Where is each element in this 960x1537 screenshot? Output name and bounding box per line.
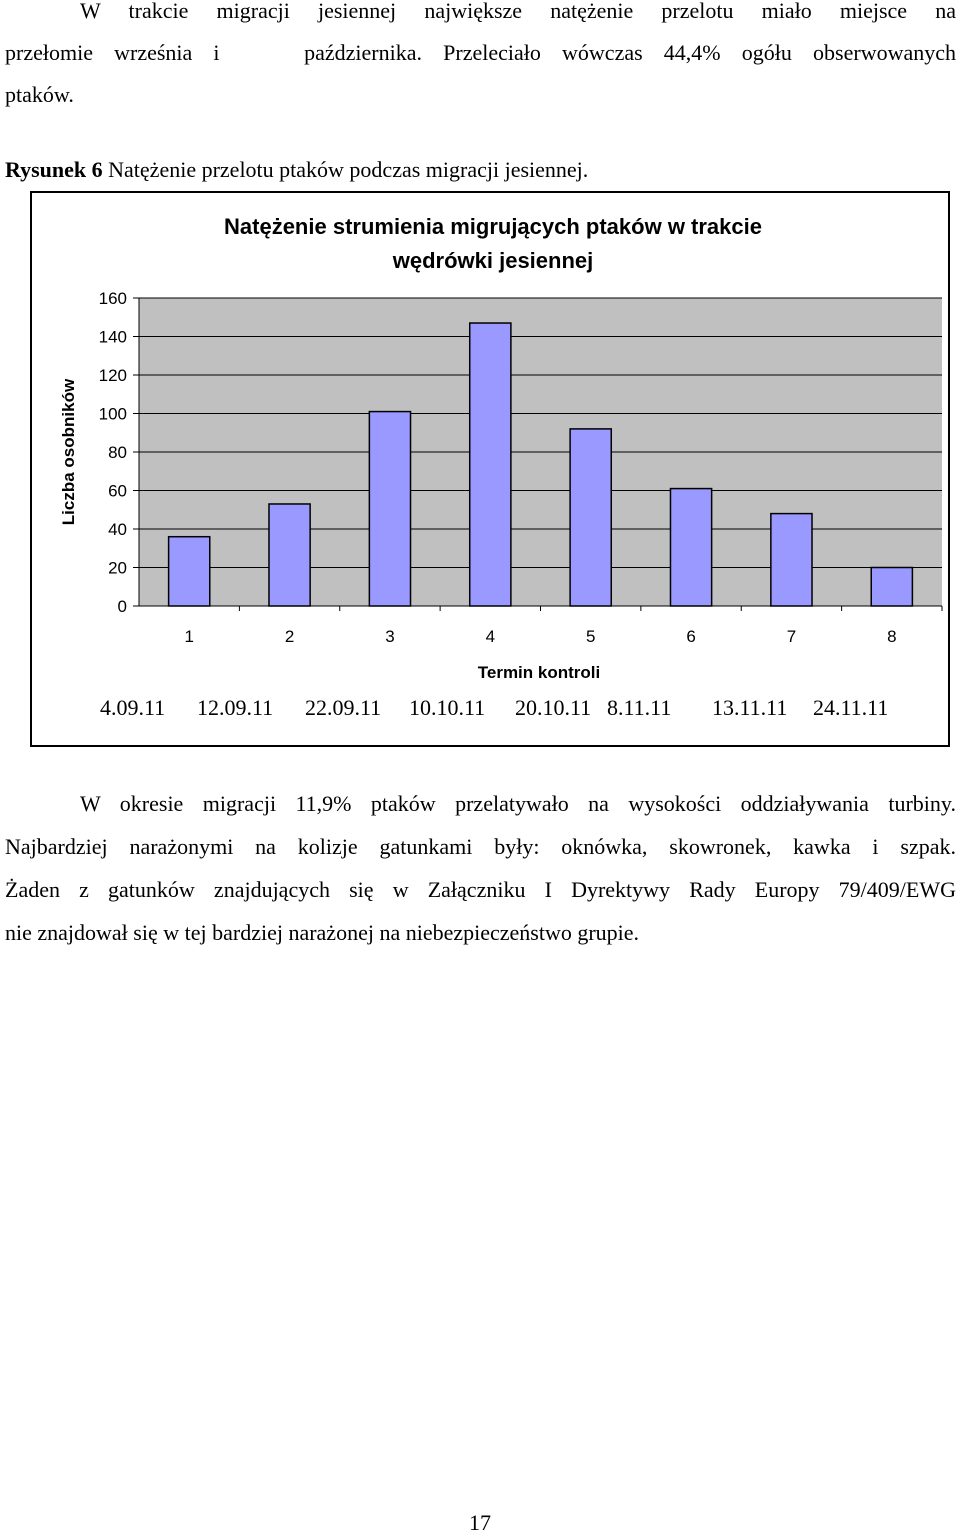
date-label-4: 10.10.11 xyxy=(409,695,485,720)
intro-line-2: przełomie września i października. Przel… xyxy=(5,40,956,65)
chart-frame: 0 20 40 60 80 100 120 140 160 1 2 3 4 5 6 7 8 Natężenie s… xyxy=(30,191,950,747)
intro-line-3: ptaków. xyxy=(5,82,74,107)
y-tick-label-100: 100 xyxy=(99,405,127,424)
y-tick-label-20: 20 xyxy=(108,559,127,578)
y-tick-label-140: 140 xyxy=(99,328,127,347)
x-tick-label-1: 1 xyxy=(184,627,193,646)
figure-caption: Rysunek 6 Natężenie przelotu ptaków podc… xyxy=(5,150,588,190)
bar-4 xyxy=(468,322,512,607)
date-label-7: 13.11.11 xyxy=(712,695,787,720)
body-line-4: nie znajdował się w tej bardziej narażon… xyxy=(5,920,640,945)
x-tick-label-7: 7 xyxy=(787,627,796,646)
bar-5 xyxy=(569,428,613,607)
bar-1 xyxy=(167,535,211,607)
y-tick-label-160: 160 xyxy=(99,289,127,308)
y-axis-title: Liczba osobników xyxy=(59,378,78,525)
y-tick-label-60: 60 xyxy=(108,482,127,501)
x-tick-label-6: 6 xyxy=(686,627,695,646)
x-tick-label-5: 5 xyxy=(586,627,595,646)
date-label-1: 4.09.11 xyxy=(100,695,165,720)
y-tick-label-120: 120 xyxy=(99,366,127,385)
bar-6 xyxy=(669,487,713,607)
y-tick-label-40: 40 xyxy=(108,520,127,539)
x-tick-label-2: 2 xyxy=(285,627,294,646)
intro-line-1: W trakcie migracji jesiennej największe … xyxy=(80,0,956,23)
body-line-2: Najbardziej narażonymi na kolizje gatunk… xyxy=(5,834,956,859)
date-label-3: 22.09.11 xyxy=(305,695,381,720)
x-tick-label-8: 8 xyxy=(887,627,896,646)
y-tick-label-0: 0 xyxy=(118,597,127,616)
x-tick-label-3: 3 xyxy=(385,627,394,646)
figure-caption-text: Natężenie przelotu ptaków podczas migrac… xyxy=(108,157,589,182)
chart-title-line-1: Natężenie strumienia migrujących ptaków … xyxy=(224,214,762,239)
y-tick-label-80: 80 xyxy=(108,443,127,462)
x-axis-title: Termin kontroli xyxy=(478,663,600,682)
body-line-3: Żaden z gatunków znajdujących się w Załą… xyxy=(5,877,956,902)
date-label-8: 24.11.11 xyxy=(813,695,888,720)
date-label-6: 8.11.11 xyxy=(607,695,671,720)
x-tick-label-4: 4 xyxy=(486,627,495,646)
date-label-5: 20.10.11 xyxy=(515,695,591,720)
chart-title-line-2: wędrówki jesiennej xyxy=(392,248,594,273)
bar-7 xyxy=(770,512,813,607)
body-paragraph: W okresie migracji 11,9% ptaków przelaty… xyxy=(5,782,956,954)
bar-3 xyxy=(368,410,412,607)
bar-8 xyxy=(870,566,914,607)
intro-paragraph: W trakcie migracji jesiennej największe … xyxy=(5,0,956,116)
figure-label: Rysunek 6 xyxy=(5,157,103,182)
bar-2 xyxy=(268,503,311,607)
date-label-2: 12.09.11 xyxy=(197,695,273,720)
bar-chart: 0 20 40 60 80 100 120 140 160 1 2 3 4 5 6 7 8 Natężenie s… xyxy=(59,214,943,720)
page-number: 17 xyxy=(469,1510,491,1535)
body-line-1: W okresie migracji 11,9% ptaków przelaty… xyxy=(80,791,956,816)
